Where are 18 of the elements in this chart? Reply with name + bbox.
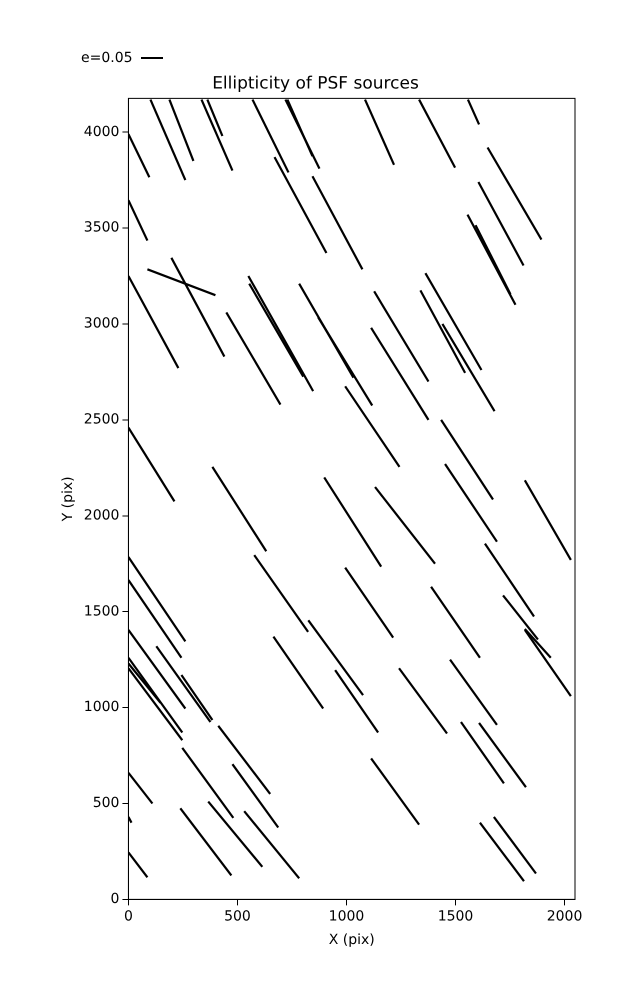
y-tick-label: 3000 bbox=[84, 316, 120, 332]
x-tick-label: 500 bbox=[224, 908, 251, 924]
y-tick-label: 500 bbox=[92, 795, 120, 812]
x-tick-label: 1000 bbox=[328, 908, 364, 924]
y-tick-label: 0 bbox=[110, 891, 120, 908]
x-tick-label: 2000 bbox=[546, 908, 582, 924]
y-tick-label: 2000 bbox=[84, 507, 120, 524]
x-tick-label: 0 bbox=[124, 908, 133, 924]
y-tick-label: 1500 bbox=[84, 603, 120, 620]
text: e=0.05 bbox=[81, 50, 133, 66]
chart-title: Ellipticity of PSF sources bbox=[212, 74, 419, 94]
x-tick-label: 1500 bbox=[438, 908, 474, 924]
y-axis-title: Y (pix) bbox=[60, 476, 76, 522]
y-tick-label: 4000 bbox=[84, 124, 120, 140]
y-tick-label: 2500 bbox=[84, 412, 120, 428]
y-tick-label: 1000 bbox=[84, 699, 120, 716]
y-tick-label: 3500 bbox=[84, 220, 120, 236]
x-axis-title: X (pix) bbox=[328, 932, 375, 948]
